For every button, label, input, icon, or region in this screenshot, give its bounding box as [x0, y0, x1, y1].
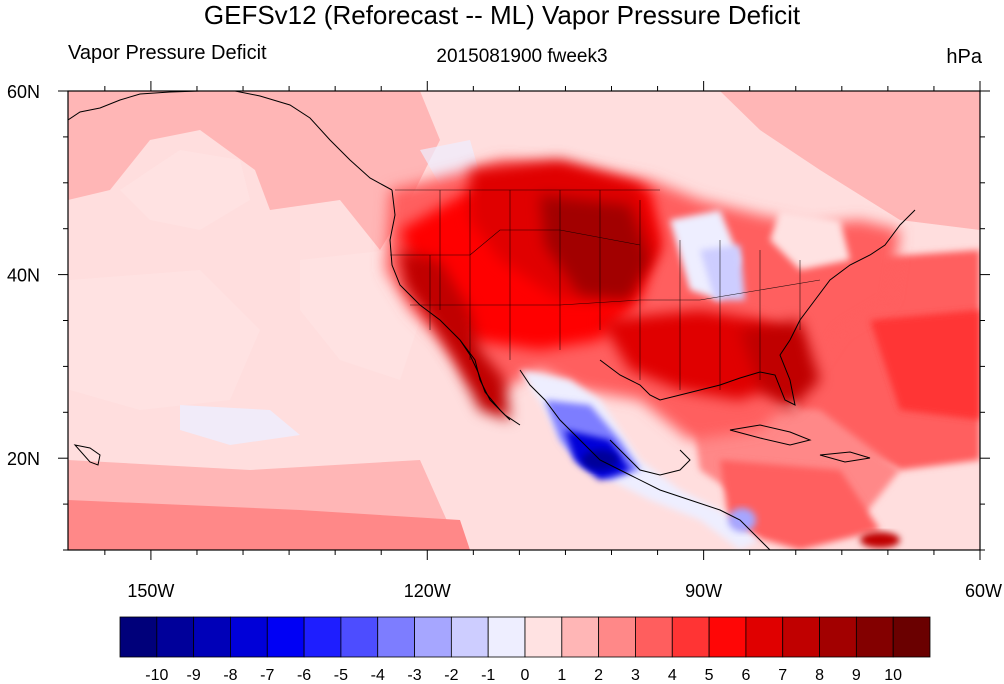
colorbar-swatch — [377, 616, 415, 658]
colorbar-swatch — [450, 616, 489, 658]
colorbar-label: -6 — [297, 667, 311, 684]
state-borders — [390, 189, 821, 390]
lat-tick-label: 40N — [7, 266, 40, 286]
colorbar-label: -9 — [187, 667, 201, 684]
colorbar-label: 4 — [668, 667, 677, 684]
colorbar-swatch — [340, 616, 379, 658]
map-axes: 150W 120W 90W 60W 60N 40N 20N — [7, 81, 1002, 601]
lon-tick-label: 90W — [685, 581, 722, 601]
colorbar-swatch — [819, 616, 857, 658]
colorbar-label: -1 — [481, 667, 495, 684]
colorbar-swatch — [156, 616, 195, 658]
colorbar-swatch — [524, 616, 563, 658]
colorbar-swatch — [708, 616, 747, 658]
lat-tick-label: 20N — [7, 449, 40, 469]
colorbar-label: 8 — [815, 667, 824, 684]
colorbar-swatch — [487, 616, 526, 658]
colorbar-swatch — [561, 616, 600, 658]
colorbar-label: 7 — [778, 667, 787, 684]
lon-tick-label: 150W — [127, 581, 174, 601]
colorbar-label: -3 — [407, 667, 421, 684]
colorbar-swatch — [193, 616, 231, 658]
lat-tick-label: 60N — [7, 82, 40, 102]
forecast-date-label: 2015081900 fweek3 — [436, 46, 608, 67]
colorbar-label: 5 — [705, 667, 714, 684]
colorbar-label: 6 — [741, 667, 750, 684]
colorbar-swatch — [598, 616, 636, 658]
colorbar-swatch — [635, 616, 673, 658]
mexico-negative-anomaly — [520, 370, 760, 550]
vpd-map-panel — [68, 91, 980, 550]
colorbar-swatch — [119, 616, 158, 658]
colorbar-label: -2 — [444, 667, 458, 684]
colorbar-swatch — [414, 616, 452, 658]
colorbar-label: 1 — [557, 667, 566, 684]
colorbar-label: 9 — [852, 667, 861, 684]
units-label: hPa — [946, 46, 982, 68]
colorbar-label: 0 — [521, 667, 530, 684]
variable-label: Vapor Pressure Deficit — [68, 42, 267, 64]
lon-tick-label: 60W — [965, 581, 1002, 601]
colorbar-label: 2 — [594, 667, 603, 684]
colorbar-label: -8 — [223, 667, 237, 684]
colorbar-swatch — [892, 616, 931, 658]
colorbar-swatch — [745, 616, 784, 658]
coastlines — [68, 91, 916, 550]
colorbar-swatch — [230, 616, 268, 658]
colorbar-swatch — [782, 616, 820, 658]
ocean-anomaly-field — [68, 91, 980, 550]
colorbar-swatch — [303, 616, 342, 658]
colorbar-label: 10 — [884, 667, 902, 684]
colorbar-swatch — [266, 616, 305, 658]
colorbar: -10 -9 -8 -7 -6 -5 -4 -3 -2 -1 0 1 2 3 4 5 6 7 8 9 10 — [119, 616, 931, 684]
colorbar-label: -4 — [371, 667, 385, 684]
map-title: GEFSv12 (Reforecast -- ML) Vapor Pressur… — [203, 0, 801, 30]
colorbar-label: 3 — [631, 667, 640, 684]
colorbar-swatch — [671, 616, 710, 658]
colorbar-label: -5 — [334, 667, 348, 684]
colorbar-label: -10 — [145, 667, 168, 684]
colorbar-swatch — [855, 616, 894, 658]
lon-tick-label: 120W — [404, 581, 451, 601]
colorbar-label: -7 — [260, 667, 274, 684]
